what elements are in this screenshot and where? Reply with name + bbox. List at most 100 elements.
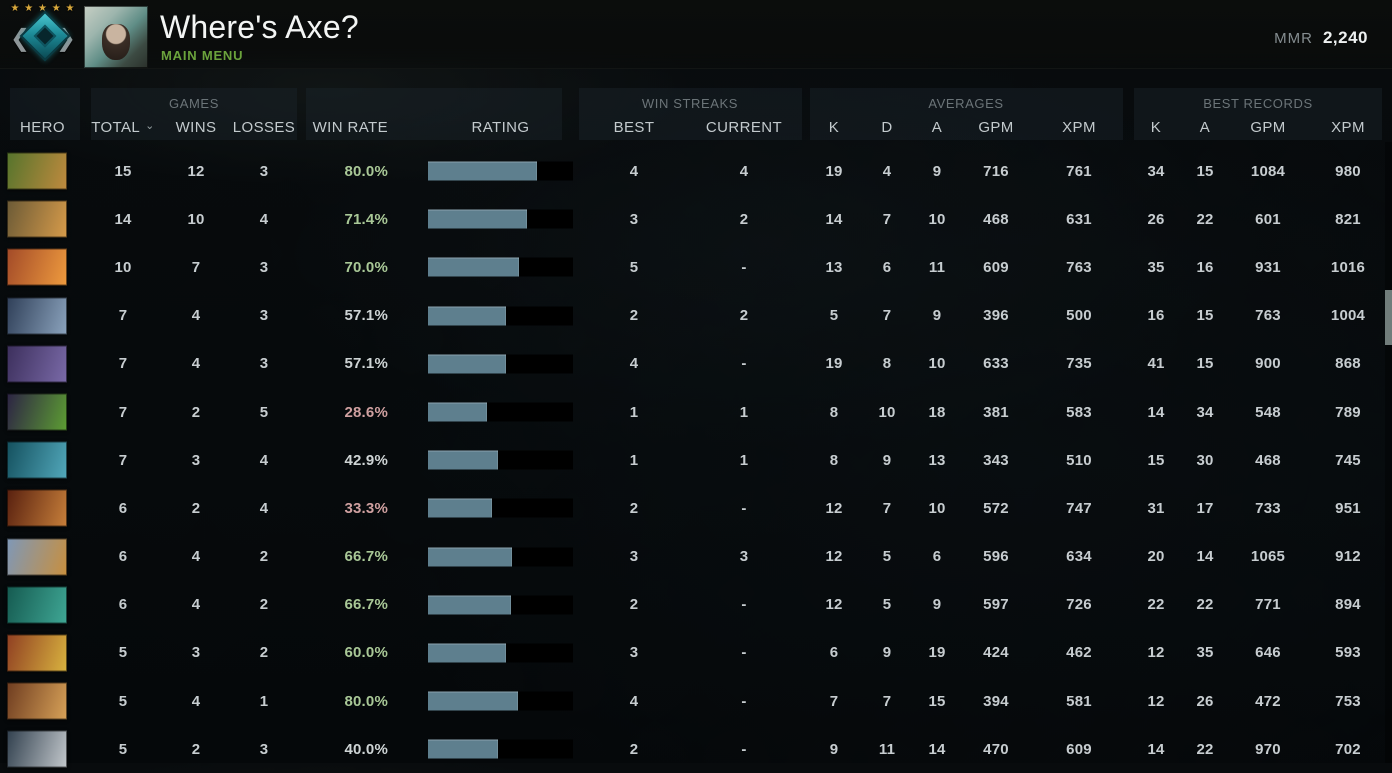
column-header-rating[interactable]: RATING [471, 118, 530, 136]
cell-wins: 4 [191, 692, 201, 710]
cell-streak-current: 4 [739, 162, 749, 180]
mmr-value: 2,240 [1322, 28, 1368, 47]
cell-losses: 5 [259, 403, 269, 421]
column-header-record-gpm[interactable]: GPM [1250, 118, 1286, 136]
cell-streak-current: 3 [739, 548, 749, 566]
column-header-best[interactable]: BEST [613, 118, 655, 136]
table-row[interactable]: 5 4 1 80.0% 4 - 7 7 15 394 581 12 26 472… [0, 677, 1392, 725]
header-box-streaks [579, 88, 802, 140]
table-row[interactable]: 7 4 3 57.1% 2 2 5 7 9 396 500 16 15 763 … [0, 292, 1392, 340]
table-row[interactable]: 6 2 4 33.3% 2 - 12 7 10 572 747 31 17 73… [0, 484, 1392, 532]
cell-streak-best: 4 [629, 162, 639, 180]
cell-record-kills: 41 [1147, 355, 1165, 373]
cell-avg-assists: 9 [932, 596, 942, 614]
cell-record-kills: 14 [1147, 403, 1165, 421]
table-row[interactable]: 5 2 3 40.0% 2 - 9 11 14 470 609 14 22 97… [0, 725, 1392, 773]
win-rate-value: 60.0% [344, 644, 388, 662]
rating-bar [428, 257, 573, 277]
cell-total: 5 [118, 692, 128, 710]
cell-record-xpm: 753 [1335, 692, 1361, 710]
table-row[interactable]: 5 3 2 60.0% 3 - 6 9 19 424 462 12 35 646… [0, 629, 1392, 677]
cell-streak-best: 1 [629, 451, 639, 469]
cell-avg-kills: 19 [825, 162, 843, 180]
cell-record-gpm: 970 [1255, 740, 1281, 758]
header-box-averages [810, 88, 1123, 140]
cell-record-xpm: 745 [1335, 451, 1361, 469]
avatar-face [102, 24, 130, 60]
rating-bar-fill [428, 161, 537, 181]
column-header-avg-xpm[interactable]: XPM [1062, 118, 1096, 136]
cell-total: 10 [114, 258, 132, 276]
table-row[interactable]: 10 7 3 70.0% 5 - 13 6 11 609 763 35 16 9… [0, 243, 1392, 291]
column-header-avg-assists[interactable]: A [931, 118, 943, 136]
cell-record-gpm: 1084 [1250, 162, 1286, 180]
cell-streak-current: - [741, 692, 747, 710]
column-header-record-kills[interactable]: K [1150, 118, 1162, 136]
cell-avg-xpm: 634 [1066, 548, 1092, 566]
column-header-avg-kills[interactable]: K [828, 118, 840, 136]
cell-avg-gpm: 396 [983, 307, 1009, 325]
rating-bar [428, 739, 573, 759]
mmr-display: MMR 2,240 [1274, 28, 1368, 48]
table-row[interactable]: 7 4 3 57.1% 4 - 19 8 10 633 735 41 15 90… [0, 340, 1392, 388]
cell-record-gpm: 1065 [1250, 548, 1286, 566]
header-box-games [91, 88, 297, 140]
avatar[interactable] [84, 6, 148, 68]
cell-avg-xpm: 747 [1066, 499, 1092, 517]
cell-avg-assists: 10 [928, 499, 946, 517]
column-header-wins[interactable]: WINS [175, 118, 217, 136]
table-row[interactable]: 15 12 3 80.0% 4 4 19 4 9 716 761 34 15 1… [0, 147, 1392, 195]
column-header-losses[interactable]: LOSSES [232, 118, 296, 136]
cell-avg-assists: 15 [928, 692, 946, 710]
cell-record-assists: 35 [1196, 644, 1214, 662]
cell-total: 5 [118, 644, 128, 662]
table-row[interactable]: 6 4 2 66.7% 2 - 12 5 9 597 726 22 22 771… [0, 581, 1392, 629]
cell-record-xpm: 951 [1335, 499, 1361, 517]
column-labels-row: HERO TOTAL ⌄ WINS LOSSES WIN RATE RATING … [0, 114, 1392, 140]
group-label-games: GAMES [169, 96, 219, 111]
cell-avg-assists: 19 [928, 644, 946, 662]
hero-portrait [7, 682, 67, 720]
cell-record-gpm: 771 [1255, 596, 1281, 614]
cell-record-xpm: 789 [1335, 403, 1361, 421]
cell-record-assists: 22 [1196, 210, 1214, 228]
column-header-total[interactable]: TOTAL ⌄ [91, 118, 155, 136]
table-row[interactable]: 14 10 4 71.4% 3 2 14 7 10 468 631 26 22 … [0, 195, 1392, 243]
cell-streak-current: - [741, 644, 747, 662]
rating-bar-fill [428, 643, 507, 663]
cell-record-assists: 15 [1196, 162, 1214, 180]
win-rate-value: 28.6% [344, 403, 388, 421]
column-header-record-xpm[interactable]: XPM [1331, 118, 1365, 136]
main-menu-link[interactable]: MAIN MENU [161, 48, 244, 63]
rating-bar-fill [428, 257, 520, 277]
cell-record-gpm: 472 [1255, 692, 1281, 710]
column-header-hero[interactable]: HERO [20, 118, 65, 136]
cell-avg-assists: 9 [932, 162, 942, 180]
scrollbar-thumb[interactable] [1385, 290, 1392, 345]
table-row[interactable]: 7 3 4 42.9% 1 1 8 9 13 343 510 15 30 468… [0, 436, 1392, 484]
table-row[interactable]: 7 2 5 28.6% 1 1 8 10 18 381 583 14 34 54… [0, 388, 1392, 436]
cell-record-assists: 30 [1196, 451, 1214, 469]
column-header-record-assists[interactable]: A [1199, 118, 1211, 136]
column-header-win-rate[interactable]: WIN RATE [312, 118, 388, 136]
cell-record-assists: 22 [1196, 740, 1214, 758]
cell-record-kills: 26 [1147, 210, 1165, 228]
table-header: GAMES WIN STREAKS AVERAGES BEST RECORDS … [0, 85, 1392, 142]
table-row[interactable]: 6 4 2 66.7% 3 3 12 5 6 596 634 20 14 106… [0, 533, 1392, 581]
cell-record-kills: 12 [1147, 644, 1165, 662]
cell-avg-deaths: 9 [882, 644, 892, 662]
cell-avg-xpm: 510 [1066, 451, 1092, 469]
cell-wins: 7 [191, 258, 201, 276]
cell-avg-deaths: 11 [878, 740, 896, 758]
column-header-avg-deaths[interactable]: D [881, 118, 893, 136]
cell-record-gpm: 548 [1255, 403, 1281, 421]
cell-losses: 1 [259, 692, 269, 710]
cell-streak-best: 1 [629, 403, 639, 421]
column-header-current[interactable]: CURRENT [705, 118, 783, 136]
column-header-avg-gpm[interactable]: GPM [978, 118, 1014, 136]
cell-losses: 3 [259, 162, 269, 180]
cell-losses: 3 [259, 740, 269, 758]
cell-streak-best: 3 [629, 548, 639, 566]
rating-bar [428, 643, 573, 663]
cell-avg-assists: 9 [932, 307, 942, 325]
